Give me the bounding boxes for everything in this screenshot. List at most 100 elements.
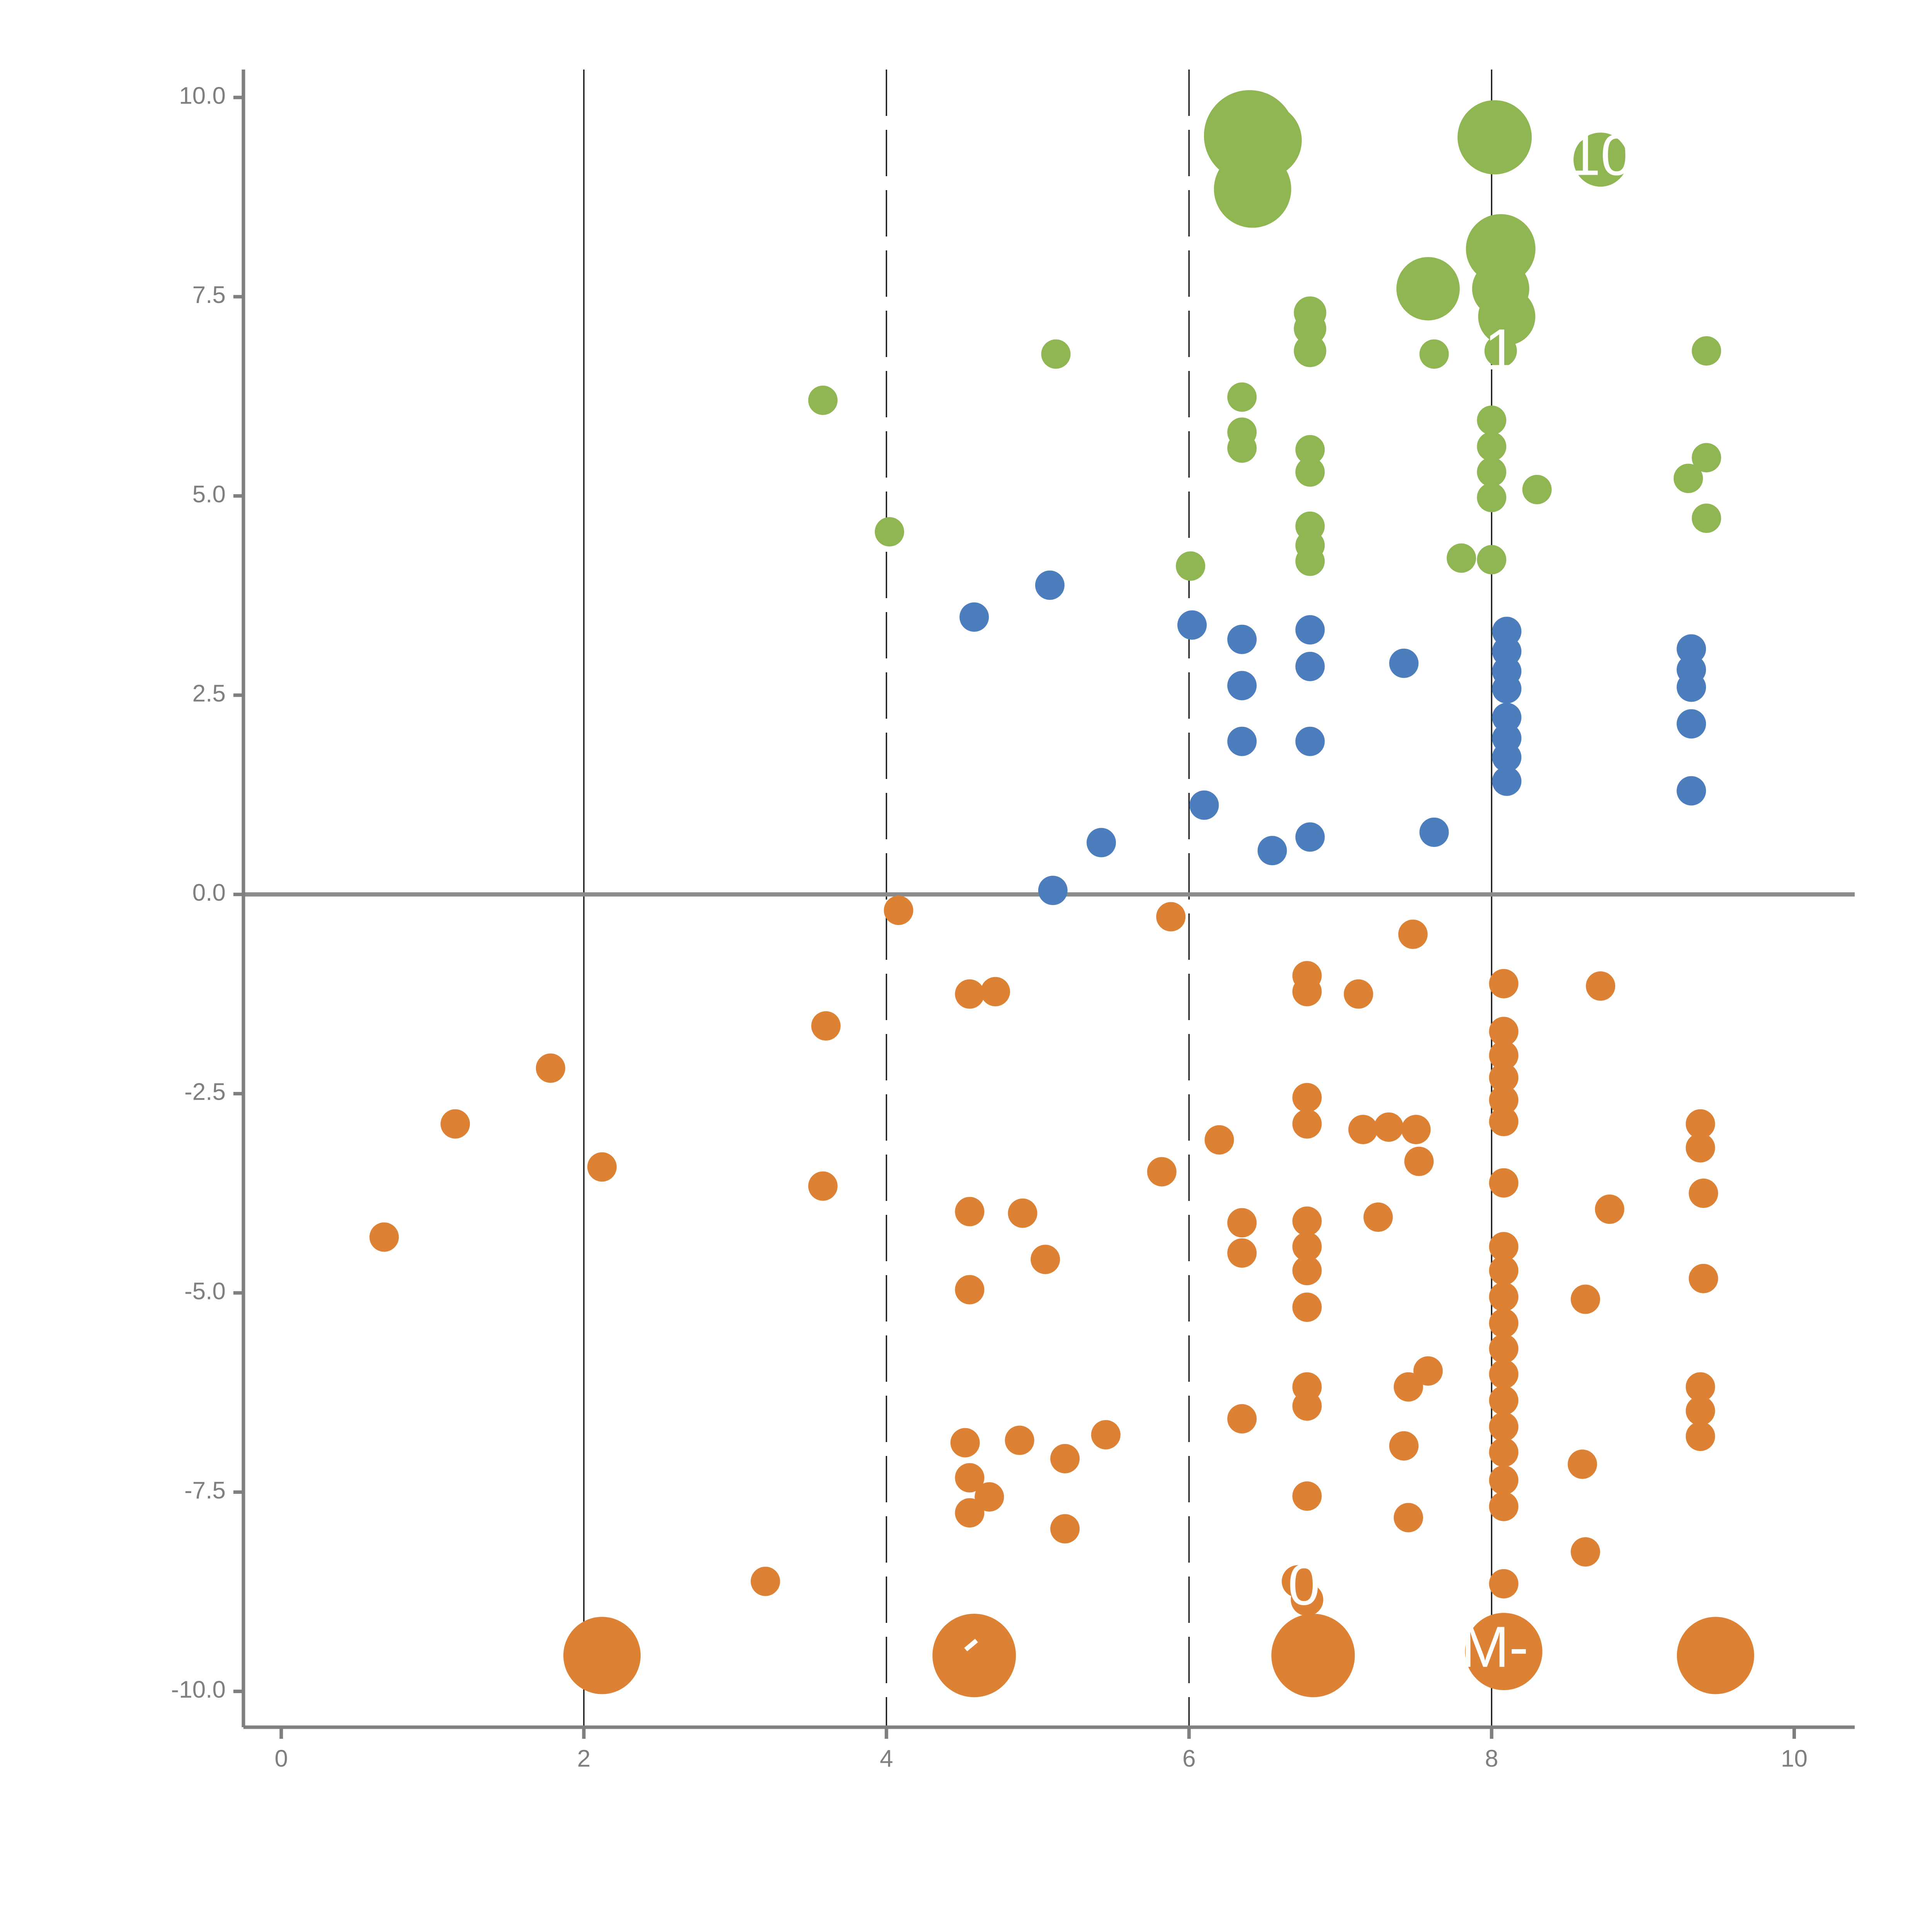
data-point[interactable] bbox=[1227, 382, 1257, 412]
data-point[interactable] bbox=[1295, 457, 1325, 487]
data-point[interactable] bbox=[1374, 1112, 1404, 1142]
data-point[interactable] bbox=[1396, 257, 1460, 321]
data-point[interactable] bbox=[1348, 1115, 1378, 1145]
data-point[interactable] bbox=[1677, 672, 1706, 702]
data-point[interactable] bbox=[1295, 822, 1325, 852]
data-point[interactable] bbox=[955, 979, 985, 1009]
data-point[interactable] bbox=[1393, 1503, 1423, 1532]
data-point[interactable] bbox=[1401, 1115, 1431, 1145]
data-point[interactable] bbox=[1458, 100, 1532, 175]
data-point[interactable] bbox=[1227, 624, 1257, 654]
data-point[interactable] bbox=[1295, 435, 1325, 464]
data-point[interactable] bbox=[1692, 336, 1721, 366]
data-point[interactable] bbox=[1050, 1444, 1080, 1473]
data-point[interactable] bbox=[981, 977, 1010, 1007]
data-point[interactable] bbox=[1176, 551, 1206, 581]
data-point[interactable] bbox=[1147, 1157, 1177, 1187]
data-point[interactable] bbox=[1489, 1412, 1519, 1442]
data-points-layer[interactable] bbox=[369, 90, 1754, 1697]
data-point[interactable] bbox=[563, 1617, 641, 1694]
data-point[interactable] bbox=[1492, 674, 1522, 704]
series-orange[interactable] bbox=[369, 895, 1754, 1697]
data-point[interactable] bbox=[1477, 432, 1507, 461]
data-point[interactable] bbox=[1689, 1179, 1718, 1208]
data-point[interactable] bbox=[587, 1152, 617, 1182]
data-point[interactable] bbox=[1227, 433, 1257, 463]
data-point[interactable] bbox=[1398, 919, 1428, 949]
data-point[interactable] bbox=[1522, 474, 1552, 504]
data-point[interactable] bbox=[1292, 1206, 1322, 1236]
data-point[interactable] bbox=[1295, 651, 1325, 681]
data-point[interactable] bbox=[1685, 1133, 1715, 1163]
data-point[interactable] bbox=[959, 602, 989, 632]
data-point[interactable] bbox=[1492, 702, 1522, 732]
data-point[interactable] bbox=[1227, 1404, 1257, 1434]
data-point[interactable] bbox=[1489, 1017, 1519, 1046]
data-point[interactable] bbox=[1189, 790, 1219, 820]
data-point[interactable] bbox=[1446, 543, 1476, 573]
data-point[interactable] bbox=[1292, 1256, 1322, 1286]
data-point[interactable] bbox=[1344, 979, 1373, 1009]
data-point[interactable] bbox=[1692, 443, 1721, 473]
data-point[interactable] bbox=[1292, 1391, 1322, 1421]
data-point[interactable] bbox=[1035, 570, 1065, 600]
data-point[interactable] bbox=[1292, 977, 1322, 1007]
data-point[interactable] bbox=[1492, 742, 1522, 772]
data-point[interactable] bbox=[953, 1620, 1007, 1675]
data-point[interactable] bbox=[1477, 457, 1507, 487]
data-point[interactable] bbox=[1292, 1232, 1322, 1262]
data-point[interactable] bbox=[536, 1053, 565, 1083]
data-point[interactable] bbox=[874, 517, 904, 547]
data-point[interactable] bbox=[975, 1482, 1004, 1512]
data-point[interactable] bbox=[1571, 1284, 1600, 1314]
data-point[interactable] bbox=[1291, 1583, 1323, 1616]
data-point[interactable] bbox=[808, 1171, 838, 1201]
data-point[interactable] bbox=[955, 1197, 985, 1226]
data-point[interactable] bbox=[1087, 828, 1116, 857]
data-point[interactable] bbox=[1489, 1063, 1519, 1093]
data-point[interactable] bbox=[1419, 817, 1449, 847]
data-point[interactable] bbox=[1295, 546, 1325, 576]
data-point[interactable] bbox=[1489, 1359, 1519, 1389]
data-point[interactable] bbox=[1292, 1109, 1322, 1139]
data-point[interactable] bbox=[1489, 1282, 1519, 1312]
data-point[interactable] bbox=[1477, 405, 1507, 435]
data-point[interactable] bbox=[1363, 1202, 1393, 1232]
data-point[interactable] bbox=[811, 1011, 841, 1041]
series-blue[interactable] bbox=[959, 570, 1706, 905]
data-point[interactable] bbox=[1685, 1396, 1715, 1426]
data-point[interactable] bbox=[1484, 335, 1517, 367]
data-point[interactable] bbox=[1294, 312, 1327, 345]
data-point[interactable] bbox=[1389, 648, 1419, 678]
data-point[interactable] bbox=[1292, 1293, 1322, 1322]
data-point[interactable] bbox=[1227, 726, 1257, 756]
data-point[interactable] bbox=[1677, 709, 1706, 739]
data-point[interactable] bbox=[1292, 1481, 1322, 1511]
data-point[interactable] bbox=[1571, 1537, 1600, 1567]
data-point[interactable] bbox=[1489, 1492, 1519, 1521]
data-point[interactable] bbox=[1677, 634, 1706, 664]
data-point[interactable] bbox=[1393, 1372, 1423, 1402]
data-point[interactable] bbox=[1214, 150, 1291, 228]
data-point[interactable] bbox=[1489, 1041, 1519, 1070]
data-point[interactable] bbox=[955, 1463, 985, 1493]
data-point[interactable] bbox=[1465, 1613, 1543, 1690]
data-point[interactable] bbox=[1477, 483, 1507, 512]
data-point[interactable] bbox=[1005, 1425, 1034, 1455]
data-point[interactable] bbox=[1492, 766, 1522, 796]
data-point[interactable] bbox=[1489, 1569, 1519, 1599]
data-point[interactable] bbox=[1568, 1449, 1597, 1479]
data-point[interactable] bbox=[1489, 1465, 1519, 1495]
data-point[interactable] bbox=[1295, 726, 1325, 756]
data-point[interactable] bbox=[1041, 339, 1071, 369]
data-point[interactable] bbox=[1489, 969, 1519, 998]
data-point[interactable] bbox=[1489, 1232, 1519, 1262]
data-point[interactable] bbox=[1478, 288, 1536, 345]
data-point[interactable] bbox=[1489, 1085, 1519, 1115]
data-point[interactable] bbox=[955, 1498, 985, 1528]
data-point[interactable] bbox=[1177, 610, 1207, 640]
data-point[interactable] bbox=[369, 1222, 399, 1252]
data-point[interactable] bbox=[1685, 1372, 1715, 1402]
data-point[interactable] bbox=[1489, 1168, 1519, 1198]
